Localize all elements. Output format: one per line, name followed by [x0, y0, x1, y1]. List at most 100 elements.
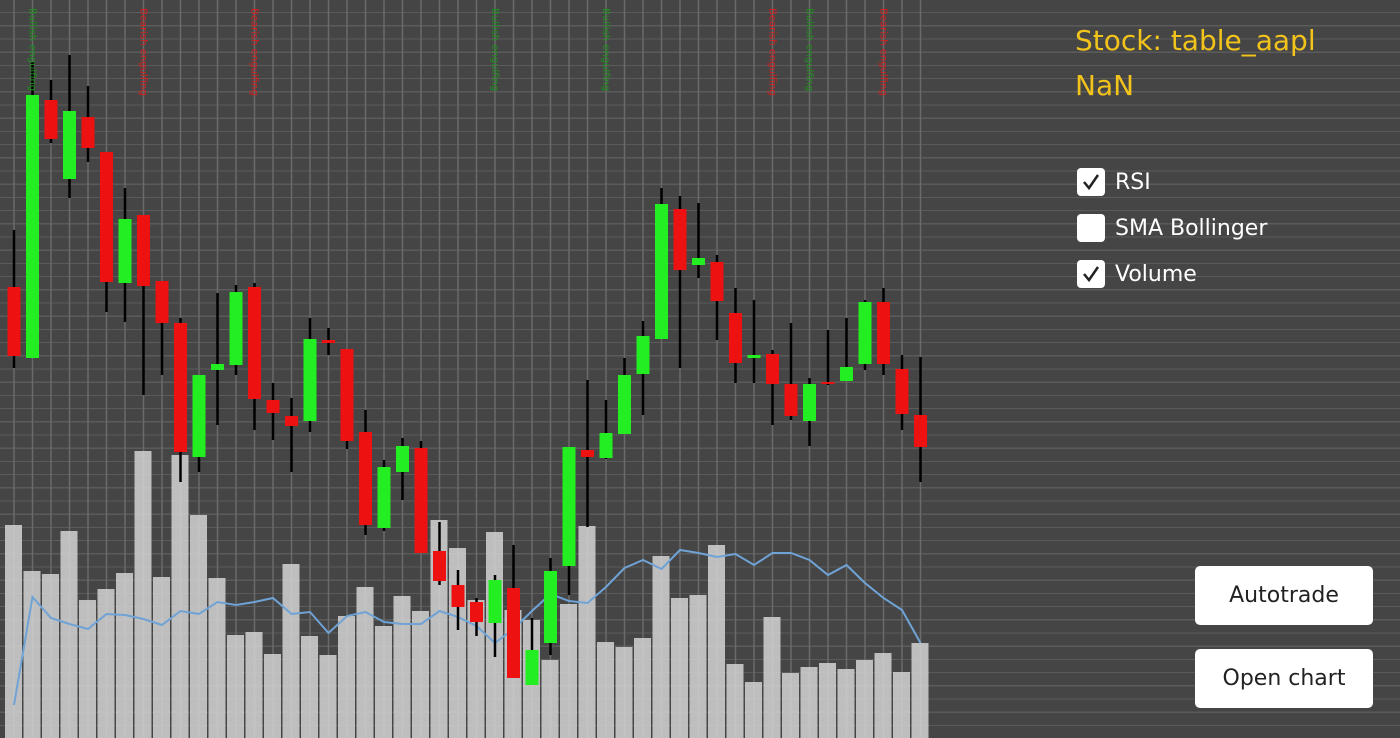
candle-body [81, 117, 95, 148]
volume-bar [652, 556, 670, 738]
candle-body [285, 416, 298, 426]
candle-body [488, 580, 502, 623]
candle-body [562, 447, 576, 566]
volume-bar [282, 564, 300, 738]
volume-bar [634, 638, 651, 738]
checkbox-label[interactable]: Volume [1115, 261, 1197, 287]
volume-bar [837, 669, 855, 738]
candle-body [821, 382, 835, 384]
checkbox-label[interactable]: RSI [1115, 169, 1151, 195]
volume-bar [153, 577, 170, 738]
volume-bar [60, 531, 78, 738]
stock-label: Stock: table_aapl [1075, 24, 1316, 57]
candle-body [377, 467, 391, 528]
candle-body [507, 588, 520, 678]
candle-body [211, 364, 224, 370]
volume-bar [356, 587, 374, 738]
button[interactable]: Autotrade [1195, 566, 1373, 625]
candle-body [340, 349, 354, 441]
volume-bar [264, 654, 281, 738]
volume-bar [782, 673, 799, 738]
volume-bar [375, 626, 392, 738]
candle-body [840, 367, 853, 381]
candle-body [433, 551, 446, 581]
volume-bar [763, 617, 781, 738]
candle-body [266, 400, 280, 413]
candle-body [192, 375, 206, 457]
volume-bar [689, 595, 707, 738]
volume-bar [171, 455, 189, 738]
candle-body [766, 354, 779, 384]
volume-bar [393, 596, 411, 738]
button[interactable]: Open chart [1195, 649, 1373, 708]
candle-body [544, 571, 557, 643]
checkbox[interactable]: RSI [1077, 168, 1151, 196]
chart: Bullish engulfing Bearish engulfing Bearis… [5, 0, 929, 738]
volume-bar [134, 451, 152, 738]
candle-body [655, 204, 668, 339]
candle-body [673, 209, 687, 270]
candle-body [248, 287, 261, 399]
check-mark [1083, 174, 1100, 191]
volume-bar [671, 598, 688, 738]
volume-bar [708, 545, 725, 738]
volume-bar [23, 571, 41, 738]
volume-bar [79, 600, 96, 738]
candle-body [599, 433, 613, 458]
checkbox-box[interactable] [1077, 214, 1105, 242]
volume-bar [338, 616, 355, 738]
candle-body [895, 369, 909, 414]
volume-bar [5, 525, 22, 738]
volume-bar [578, 526, 596, 738]
pattern-label: Bullish engulfing [27, 8, 38, 91]
volume-bar [597, 642, 614, 738]
candle-body [784, 384, 798, 416]
candle-body [7, 287, 21, 356]
volume-bar [893, 672, 910, 738]
candle-body [322, 340, 335, 343]
volume-bar [245, 632, 263, 738]
candle-body [44, 100, 58, 139]
volume-bar [615, 647, 633, 738]
candle-body [636, 336, 650, 374]
checkbox[interactable]: Volume [1077, 260, 1197, 288]
volume-bar [800, 667, 818, 738]
candle-body [155, 281, 169, 323]
checkbox-box[interactable] [1077, 168, 1105, 196]
volume-bar [190, 515, 207, 738]
candle-body [414, 448, 428, 553]
candle-body [174, 323, 187, 452]
candle-body [858, 302, 872, 364]
candle-body [229, 292, 243, 365]
pattern-label: Bearish engulfing [138, 8, 149, 96]
candle-body [729, 313, 742, 363]
value-label: NaN [1075, 69, 1135, 102]
candle-body [396, 446, 409, 472]
candle-body [118, 219, 132, 283]
pattern-label: Bullish engulfing [600, 8, 611, 91]
volume-bar [97, 589, 115, 738]
rsi-line [13, 548, 922, 706]
check-mark [1083, 266, 1100, 283]
candle-body [63, 111, 76, 179]
volume-bar [227, 635, 244, 738]
pattern-label: Bullish engulfing [489, 8, 500, 91]
candle-body [914, 415, 927, 447]
volume-bar [319, 655, 337, 738]
volume-bar [42, 574, 59, 738]
volume-bar [560, 604, 577, 738]
candle-body [26, 95, 39, 358]
checkbox-label[interactable]: SMA Bollinger [1115, 215, 1268, 241]
volume-bar [726, 664, 744, 738]
candle-body [692, 258, 705, 265]
candle-body [451, 585, 465, 607]
candle-body [710, 262, 724, 301]
candle-body [303, 339, 317, 421]
checkbox[interactable]: SMA Bollinger [1077, 214, 1267, 242]
candle-body [581, 450, 594, 457]
candle-body [137, 215, 150, 286]
candle-body [100, 152, 113, 282]
candle-body [525, 650, 539, 685]
checkbox-box[interactable] [1077, 260, 1105, 288]
